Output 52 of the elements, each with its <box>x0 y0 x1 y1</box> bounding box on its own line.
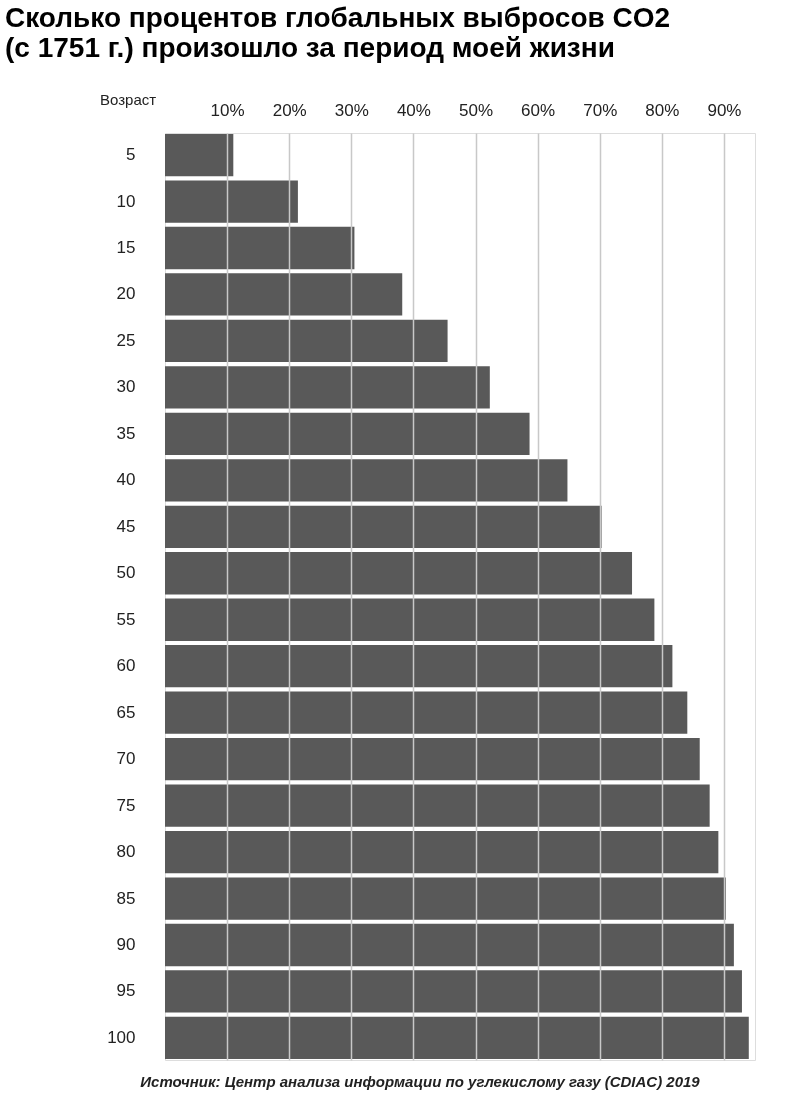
y-tick-label: 35 <box>116 423 136 443</box>
y-tick-label: 80 <box>116 842 136 862</box>
y-tick-label: 85 <box>116 888 136 908</box>
y-tick-label: 25 <box>116 330 136 350</box>
x-tick-label: 80% <box>645 100 680 120</box>
bar <box>165 459 568 502</box>
y-tick-label: 15 <box>116 238 136 257</box>
y-tick-label: 50 <box>116 563 136 583</box>
bar <box>165 970 742 1013</box>
y-tick-label: 65 <box>116 702 136 722</box>
x-tick-label: 10% <box>210 100 245 120</box>
bar <box>165 737 700 781</box>
y-tick-label: 20 <box>116 284 136 304</box>
y-tick-label: 30 <box>116 377 136 397</box>
y-axis-title: Возраст <box>100 91 157 108</box>
y-tick-label: 5 <box>126 145 136 165</box>
bar <box>165 923 734 967</box>
y-tick-label: 70 <box>116 749 136 769</box>
bar <box>165 273 403 316</box>
y-tick-label: 55 <box>116 609 136 629</box>
bar <box>165 1016 749 1060</box>
bar <box>165 645 673 688</box>
bar <box>165 319 448 363</box>
bar <box>165 830 719 874</box>
bar <box>165 412 530 456</box>
y-tick-label: 90 <box>116 935 136 954</box>
y-tick-label: 10 <box>116 191 136 211</box>
bar <box>165 133 234 177</box>
y-tick-label: 45 <box>116 516 136 536</box>
x-tick-label: 50% <box>459 100 494 120</box>
x-tick-label: 70% <box>583 100 618 120</box>
y-tick-label: 75 <box>116 795 136 815</box>
bar <box>165 366 490 409</box>
x-tick-label: 60% <box>521 100 556 120</box>
text: Источник: Центр анализа информации по углекислому газу (CDIAC) 2019 <box>140 1073 701 1090</box>
bar <box>165 784 710 827</box>
x-tick-label: 30% <box>334 100 369 120</box>
bar <box>165 226 355 270</box>
bar <box>165 180 298 223</box>
bar <box>165 598 655 641</box>
x-tick-label: 90% <box>707 100 742 120</box>
y-tick-label: 100 <box>107 1027 136 1047</box>
y-tick-label: 40 <box>116 470 136 490</box>
x-tick-label: 20% <box>272 100 307 120</box>
bar <box>165 691 688 734</box>
chart-title: Сколько процентов глобальных выбросов CO2 (с 1751 г.) произошло за период моей жизни <box>5 2 671 63</box>
bar <box>165 552 633 595</box>
y-tick-label: 60 <box>116 656 136 676</box>
bar <box>165 877 726 920</box>
x-tick-label: 40% <box>396 100 431 120</box>
bar <box>165 505 602 548</box>
y-tick-label: 95 <box>116 981 136 1001</box>
